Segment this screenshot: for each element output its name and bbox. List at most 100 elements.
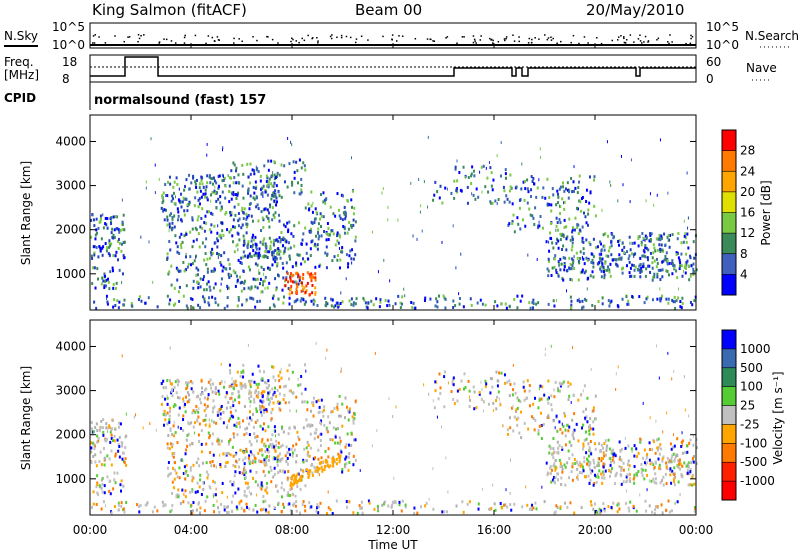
echo-cell (99, 450, 102, 454)
echo-cell (622, 468, 625, 472)
echo-cell (273, 448, 276, 452)
echo-cell (180, 205, 183, 209)
echo-cell (640, 269, 643, 273)
colorbar-segment (722, 330, 736, 350)
echo-cell (591, 469, 594, 473)
echo-cell (333, 255, 336, 259)
echo-cell (278, 401, 281, 405)
echo-cell (173, 420, 175, 424)
echo-cell (176, 441, 179, 445)
echo-cell (293, 176, 296, 180)
echo-cell (384, 299, 387, 303)
echo-cell (666, 456, 669, 460)
echo-cell (558, 187, 561, 191)
echo-cell (181, 459, 184, 463)
echo-cell (178, 285, 181, 289)
echo-cell (645, 458, 647, 462)
echo-cell (550, 237, 553, 241)
echo-cell (344, 214, 347, 218)
echo-cell (447, 490, 449, 494)
echo-cell (451, 380, 454, 384)
echo-cell (383, 258, 385, 262)
echo-cell (112, 254, 115, 258)
echo-cell (168, 418, 171, 422)
echo-cell (215, 465, 217, 469)
echo-cell (604, 453, 607, 457)
echo-cell (262, 195, 264, 199)
echo-cell (560, 482, 563, 486)
echo-cell (653, 480, 656, 484)
echo-cell (233, 225, 236, 229)
echo-cell (177, 425, 179, 429)
echo-cell (309, 254, 312, 258)
echo-cell (468, 395, 470, 399)
echo-cell (293, 502, 296, 506)
nsky-point (475, 42, 477, 44)
echo-cell (348, 500, 351, 504)
echo-cell (273, 304, 276, 308)
echo-cell (365, 305, 368, 309)
echo-cell (666, 269, 669, 273)
echo-cell (117, 503, 120, 507)
echo-cell (179, 501, 182, 505)
echo-cell (298, 192, 301, 196)
echo-cell (224, 267, 227, 271)
echo-cell (642, 401, 644, 405)
echo-cell (615, 387, 617, 391)
echo-cell (221, 491, 224, 495)
echo-cell (215, 206, 218, 210)
echo-cell (481, 190, 483, 194)
echo-cell (515, 185, 518, 189)
echo-cell (245, 431, 248, 435)
echo-cell (272, 171, 274, 175)
echo-cell (240, 370, 243, 374)
echo-cell (341, 194, 344, 198)
echo-cell (683, 265, 686, 269)
echo-cell (673, 483, 676, 487)
echo-cell (278, 252, 281, 256)
nsky-point (570, 41, 572, 44)
nsky-point (127, 36, 129, 38)
echo-cell (247, 343, 249, 347)
echo-cell (569, 262, 572, 266)
nsky-point (689, 42, 692, 45)
echo-cell (568, 394, 571, 398)
echo-cell (242, 196, 245, 200)
echo-cell (314, 244, 317, 248)
echo-cell (644, 246, 647, 250)
echo-cell (300, 476, 303, 480)
echo-cell (636, 474, 639, 478)
echo-cell (268, 177, 271, 181)
echo-cell (182, 397, 185, 401)
echo-cell (510, 406, 513, 410)
echo-cell (223, 385, 226, 389)
echo-cell (224, 395, 227, 399)
echo-cell (125, 412, 127, 416)
echo-cell (266, 286, 269, 290)
echo-cell (292, 492, 295, 496)
nsky-point (307, 34, 309, 37)
colorbar-tick-label: -25 (740, 417, 760, 431)
echo-cell (653, 259, 656, 263)
echo-cell (689, 254, 692, 258)
colorbar-tick-label: 24 (740, 164, 755, 178)
echo-cell (478, 390, 481, 394)
echo-cell (588, 447, 591, 451)
echo-cell (259, 174, 262, 178)
echo-cell (218, 392, 221, 396)
echo-cell (552, 299, 555, 303)
echo-cell (199, 401, 202, 405)
echo-cell (273, 199, 276, 203)
echo-cell (187, 262, 190, 266)
echo-cell (599, 240, 602, 244)
echo-cell (558, 458, 561, 462)
echo-cell (537, 429, 540, 433)
echo-cell (306, 453, 309, 457)
echo-cell (633, 241, 636, 245)
echo-cell (94, 460, 97, 464)
echo-cell (280, 510, 283, 514)
echo-cell (306, 281, 309, 285)
echo-cell (360, 506, 363, 510)
echo-cell (263, 458, 266, 462)
echo-cell (302, 458, 305, 462)
